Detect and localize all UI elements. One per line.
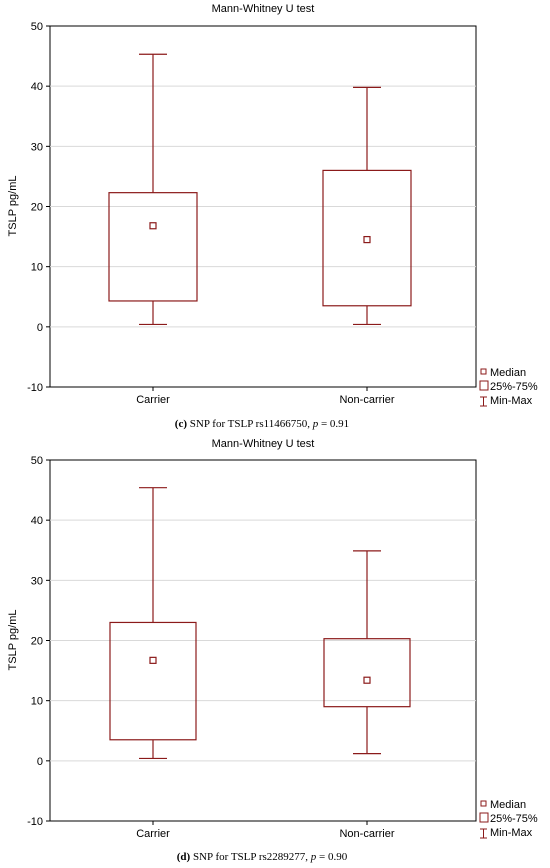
caption-text: SNP for TSLP rs11466750, (187, 418, 313, 430)
caption-c: (c) SNP for TSLP rs11466750, p = 0.91 (175, 418, 349, 430)
chart-panel-c: Mann-Whitney U test 50 40 30 20 10 0 -10 TSLP … (7, 3, 538, 430)
y-tick-label: 40 (31, 515, 43, 527)
chart-title: Mann-Whitney U test (212, 3, 315, 15)
chart-panel-d: Mann-Whitney U test 50 40 30 20 10 0 -10 TSLP … (7, 438, 538, 863)
y-axis-label: TSLP pg/mL (7, 176, 19, 237)
y-tick-label: 50 (31, 21, 43, 33)
legend-iqr-label: 25%-75% (490, 813, 538, 825)
y-tick-label: 10 (31, 262, 43, 274)
x-category-label: Non-carrier (339, 394, 394, 406)
caption-p-value: = 0.90 (316, 851, 347, 863)
caption-p-var: p (312, 418, 319, 430)
iqr-box (108, 192, 198, 302)
box-series (109, 487, 411, 760)
legend-range-marker (480, 396, 487, 407)
median-marker (149, 656, 157, 664)
legend-iqr-marker (479, 812, 489, 823)
legend-median-label: Median (490, 799, 526, 811)
box-carrier (108, 53, 198, 326)
legend: Median 25%-75% Min-Max (479, 367, 538, 407)
x-category-label: Non-carrier (339, 828, 394, 840)
y-tick-label: 20 (31, 636, 43, 648)
y-axis-label: TSLP pg/mL (7, 610, 19, 671)
y-tick-label: -10 (27, 382, 43, 394)
x-category-label: Carrier (136, 828, 170, 840)
caption-text: SNP for TSLP rs2289277, (190, 851, 311, 863)
x-category-labels: Carrier Non-carrier (136, 821, 395, 840)
y-tick-label: 10 (31, 696, 43, 708)
grid-lines (50, 519, 476, 762)
median-marker (363, 676, 371, 684)
median-marker (149, 222, 157, 230)
legend-median-marker (480, 368, 487, 375)
y-tick-labels: 50 40 30 20 10 0 -10 (27, 455, 50, 828)
y-tick-label: 30 (31, 141, 43, 153)
y-tick-label: 0 (37, 756, 43, 768)
box-non-carrier (322, 86, 412, 326)
legend: Median 25%-75% Min-Max (479, 799, 538, 839)
y-tick-label: 30 (31, 575, 43, 587)
chart-title: Mann-Whitney U test (212, 438, 315, 450)
iqr-box (322, 169, 412, 307)
caption-label: (d) (177, 851, 191, 863)
caption-label: (c) (175, 418, 188, 430)
x-category-label: Carrier (136, 394, 170, 406)
legend-median-marker (480, 800, 487, 807)
y-tick-label: 50 (31, 455, 43, 467)
box-series (108, 53, 412, 326)
caption-p-value: = 0.91 (318, 418, 349, 430)
legend-range-marker (480, 828, 487, 839)
y-tick-label: -10 (27, 816, 43, 828)
legend-median-label: Median (490, 367, 526, 379)
box-carrier (109, 487, 197, 760)
median-marker (363, 235, 371, 244)
y-tick-label: 20 (31, 202, 43, 214)
iqr-box (109, 621, 197, 741)
legend-iqr-marker (479, 380, 489, 391)
y-tick-label: 40 (31, 81, 43, 93)
caption-d: (d) SNP for TSLP rs2289277, p = 0.90 (177, 851, 348, 863)
grid-lines (50, 85, 476, 328)
caption-p-var: p (310, 851, 317, 863)
y-tick-label: 0 (37, 322, 43, 334)
y-tick-labels: 50 40 30 20 10 0 -10 (27, 21, 50, 394)
legend-range-label: Min-Max (490, 395, 533, 407)
box-non-carrier (323, 550, 411, 755)
legend-iqr-label: 25%-75% (490, 381, 538, 393)
iqr-box (323, 638, 411, 708)
legend-range-label: Min-Max (490, 827, 533, 839)
x-category-labels: Carrier Non-carrier (136, 387, 395, 406)
